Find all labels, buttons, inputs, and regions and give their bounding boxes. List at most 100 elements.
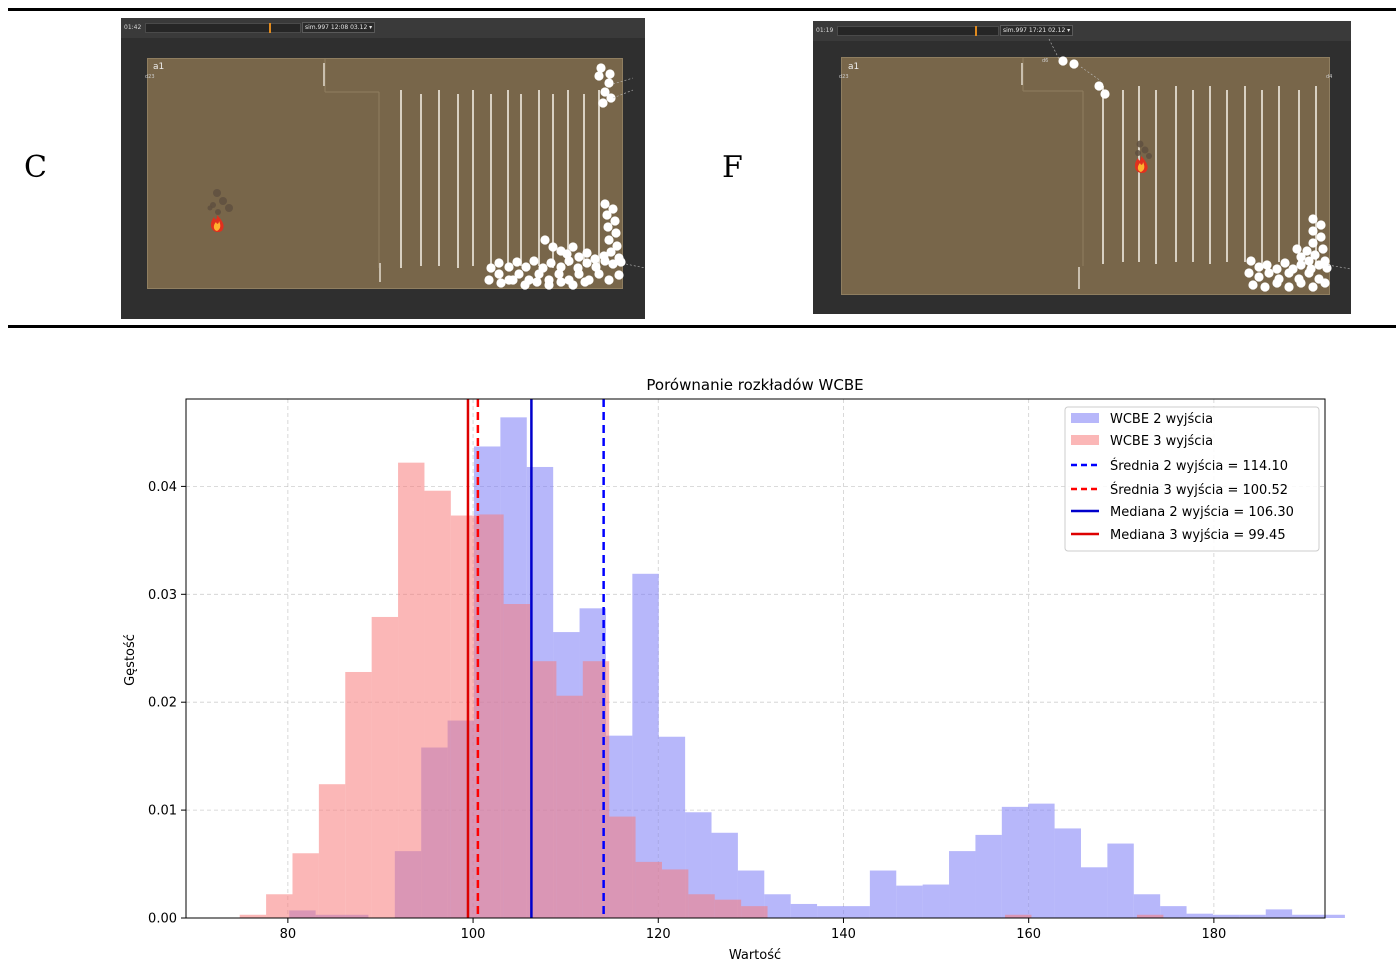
histogram-bar-wcbe-2 (869, 870, 897, 918)
person-dot (1254, 262, 1264, 272)
y-tick-label: 0.02 (148, 696, 177, 711)
person-dot (1304, 268, 1314, 278)
legend-box (1064, 406, 1320, 552)
person-dot (1272, 278, 1282, 288)
histogram-bar-wcbe-2 (1212, 914, 1240, 918)
person-dot (604, 78, 614, 88)
person-dot (600, 256, 610, 266)
person-dot (1254, 272, 1264, 282)
person-dot (556, 277, 566, 287)
smoke-puff (1135, 150, 1141, 156)
smoke-puff (215, 209, 221, 215)
series-wcbe-3-bars (239, 462, 1164, 918)
smoke-puff (1141, 146, 1149, 154)
person-dot (596, 63, 606, 73)
y-tick-label: 0.00 (148, 912, 177, 927)
person-dot (612, 241, 622, 251)
sim-time: 01:19 (816, 27, 834, 34)
person-dot (604, 275, 614, 285)
person-dot (582, 248, 592, 258)
histogram-bar-wcbe-3 (609, 816, 636, 918)
door-tag-left: d23 (839, 74, 849, 80)
timeline-track[interactable] (145, 23, 301, 33)
simulation-select[interactable]: sim.997 12:08 03.12 ▾ (302, 22, 376, 33)
floor-plan (841, 57, 1330, 295)
person-dot (1304, 256, 1314, 266)
door-tag-left: d23 (145, 74, 155, 80)
floor-plan-drawing (1021, 38, 1351, 292)
person-dot (611, 228, 621, 238)
fire-core-icon (1137, 162, 1145, 172)
histogram-bar-wcbe-2 (1133, 894, 1161, 918)
person-dot (600, 199, 610, 209)
person-dot (1100, 89, 1110, 99)
histogram-bar-wcbe-2 (817, 906, 844, 918)
person-dot (1069, 59, 1079, 69)
histogram-bar-wcbe-2 (975, 834, 1002, 918)
person-dot (603, 222, 613, 232)
person-dot (574, 269, 584, 279)
histogram-bar-wcbe-3 (1005, 914, 1032, 918)
person-dot (582, 258, 592, 268)
person-dot (602, 210, 612, 220)
person-dot (504, 262, 514, 272)
histogram-bar-wcbe-3 (556, 695, 583, 918)
person-dot (598, 98, 608, 108)
x-tick-label: 140 (831, 927, 856, 942)
person-dot (1280, 258, 1290, 268)
room-label: a1 (848, 62, 860, 72)
histogram-bar-wcbe-3 (1137, 914, 1164, 918)
legend-swatch-wcbe-3 (1071, 435, 1099, 445)
person-dot (568, 280, 578, 290)
person-dot (521, 262, 531, 272)
person-dot (554, 269, 564, 279)
person-dot (1292, 244, 1302, 254)
x-tick-label: 120 (646, 927, 671, 942)
person-dot (508, 275, 518, 285)
legend-label-median-2: Mediana 2 wyjścia = 106.30 (1110, 505, 1294, 520)
timeline-track[interactable] (837, 26, 999, 36)
timeline-marker[interactable] (975, 26, 977, 36)
person-dot (1264, 268, 1274, 278)
histogram-bar-wcbe-3 (450, 515, 478, 918)
smoke-puff (213, 189, 221, 197)
person-dot (1260, 282, 1270, 292)
person-dot (548, 242, 558, 252)
histogram-bar-wcbe-3 (239, 914, 267, 918)
simulation-select[interactable]: sim.997 17:21 02.12 ▾ (1000, 25, 1074, 36)
person-dot (1244, 268, 1254, 278)
smoke-puff (219, 197, 227, 205)
x-tick-label: 80 (280, 927, 297, 942)
timeline-marker[interactable] (269, 23, 271, 33)
legend-swatch-wcbe-2 (1071, 413, 1099, 423)
person-dot (594, 269, 604, 279)
x-tick-label: 100 (461, 927, 486, 942)
histogram-bar-wcbe-3 (398, 462, 425, 918)
smoke-puff (1136, 140, 1144, 148)
histogram-bar-wcbe-2 (1292, 914, 1319, 918)
person-dot (591, 262, 601, 272)
panel-label-c: C (24, 150, 47, 185)
sim-time: 01:42 (124, 24, 142, 31)
door-tag-top: d6 (1042, 58, 1049, 64)
person-dot (606, 247, 616, 257)
histogram-bar-wcbe-2 (790, 903, 818, 918)
x-tick-label: 180 (1201, 927, 1226, 942)
person-dot (614, 270, 624, 280)
person-dot (1316, 220, 1326, 230)
y-tick-label: 0.01 (148, 804, 177, 819)
floor-plan-drawing (207, 59, 645, 290)
histogram-bar-wcbe-2 (1318, 914, 1345, 918)
histogram-bar-wcbe-2 (1001, 806, 1029, 918)
person-dot (1310, 250, 1320, 260)
histogram-bar-wcbe-2 (896, 885, 923, 918)
histogram-bar-wcbe-2 (1239, 914, 1266, 918)
person-dot (484, 275, 494, 285)
simulation-panel-f: 01:19 sim.997 17:21 02.12 ▾ a1 d23 d4 d6 (813, 21, 1351, 314)
y-axis-label: Gęstość (123, 634, 138, 686)
middle-rule (8, 325, 1396, 328)
person-dot (556, 262, 566, 272)
person-dot (1302, 246, 1312, 256)
legend-label-mean-3: Średnia 3 wyjścia = 100.52 (1110, 482, 1288, 498)
histogram-bar-wcbe-2 (1265, 909, 1293, 918)
